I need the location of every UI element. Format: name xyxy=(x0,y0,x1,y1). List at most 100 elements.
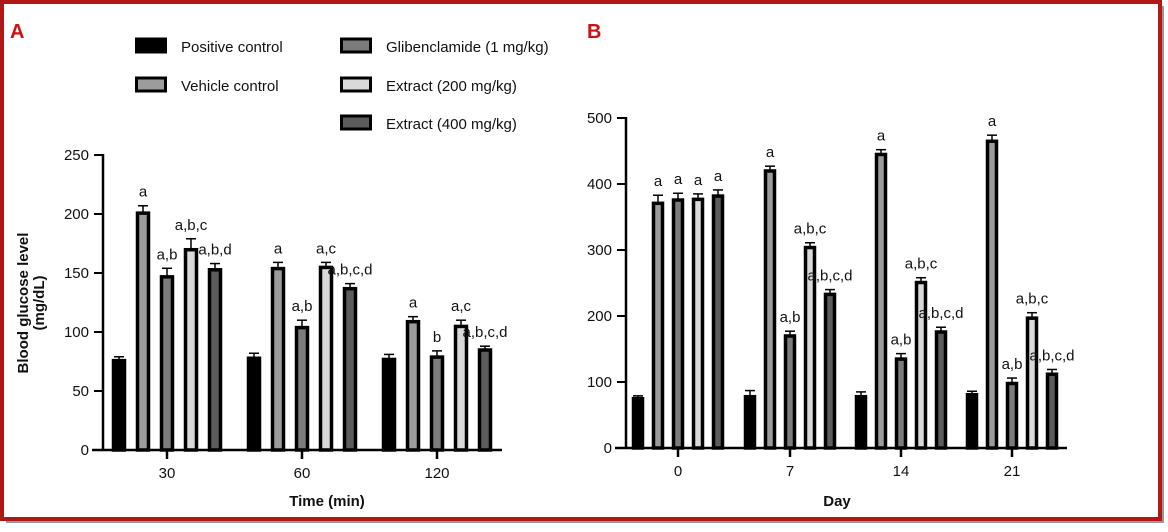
significance-label: a xyxy=(714,168,723,185)
x-tick-label: 120 xyxy=(424,465,449,482)
significance-label: a,b xyxy=(780,309,801,326)
y-tick-label: 100 xyxy=(64,324,89,341)
y-tick-label: 250 xyxy=(64,147,89,164)
significance-label: a xyxy=(988,113,997,130)
x-tick-label: 60 xyxy=(294,465,311,482)
bar xyxy=(1005,381,1019,450)
significance-label: a xyxy=(274,240,283,257)
bar xyxy=(965,392,979,450)
significance-label: a xyxy=(674,171,683,188)
significance-label: a,b,c,d xyxy=(327,262,372,279)
bar xyxy=(159,275,175,452)
x-axis-title: Time (min) xyxy=(289,493,365,510)
significance-label: a,b,c xyxy=(1016,291,1049,308)
x-tick-label: 0 xyxy=(674,463,682,480)
legend-label: Extract (400 mg/kg) xyxy=(386,116,517,133)
y-tick-label: 150 xyxy=(64,265,89,282)
bar xyxy=(135,211,151,452)
legend-label: Vehicle control xyxy=(181,78,279,95)
y-tick-label: 500 xyxy=(587,110,612,127)
bar xyxy=(803,245,817,450)
significance-label: a,b xyxy=(1002,356,1023,373)
significance-label: a xyxy=(766,144,775,161)
legend-swatch xyxy=(135,76,167,93)
bar xyxy=(874,152,888,450)
bar xyxy=(651,201,665,450)
significance-label: a,b xyxy=(891,332,912,349)
y-tick-label: 0 xyxy=(81,442,89,459)
bar xyxy=(763,169,777,450)
bar xyxy=(985,139,999,450)
significance-label: a,b,c,d xyxy=(1029,347,1074,364)
bar xyxy=(453,324,469,452)
y-tick-label: 300 xyxy=(587,242,612,259)
y-tick-label: 100 xyxy=(587,374,612,391)
legend-label: Extract (200 mg/kg) xyxy=(386,78,517,95)
bar xyxy=(823,292,837,450)
significance-label: a,b,c xyxy=(905,256,938,273)
significance-label: a,b,c,d xyxy=(807,268,852,285)
bar xyxy=(1025,316,1039,450)
bar xyxy=(711,194,725,450)
x-tick-label: 21 xyxy=(1004,463,1021,480)
x-tick-label: 30 xyxy=(159,465,176,482)
bar xyxy=(1045,372,1059,450)
panel-label-b: B xyxy=(587,21,601,43)
x-axis-title: Day xyxy=(823,493,851,510)
bar xyxy=(207,268,223,452)
bar xyxy=(914,280,928,450)
x-tick-label: 7 xyxy=(786,463,794,480)
bar xyxy=(246,356,262,452)
significance-label: a xyxy=(409,295,418,312)
bar xyxy=(894,357,908,450)
y-tick-label: 50 xyxy=(72,383,89,400)
legend-swatch xyxy=(135,37,167,54)
y-axis-title: Blood glucose level xyxy=(15,233,32,374)
panel-label-a: A xyxy=(10,21,24,43)
significance-label: a,c xyxy=(451,298,472,315)
significance-label: a xyxy=(877,128,886,145)
bar xyxy=(429,355,445,452)
significance-label: a,b,c,d xyxy=(918,305,963,322)
significance-label: a,b,c xyxy=(175,217,208,234)
bar xyxy=(294,325,310,452)
bar xyxy=(342,286,358,452)
significance-label: a xyxy=(654,173,663,190)
bar xyxy=(381,357,397,452)
bar xyxy=(783,334,797,450)
bar xyxy=(318,265,334,452)
significance-label: a,c xyxy=(316,240,337,257)
legend: Positive control Vehicle control Glibencla… xyxy=(135,37,549,133)
legend-label: Positive control xyxy=(181,39,283,56)
bar xyxy=(934,330,948,450)
legend-label: Glibenclamide (1 mg/kg) xyxy=(386,39,549,56)
significance-label: a,b,c xyxy=(794,221,827,238)
legend-swatch xyxy=(340,37,372,54)
bar xyxy=(111,358,127,452)
bar xyxy=(743,394,757,450)
significance-label: a xyxy=(694,172,703,189)
legend-swatch xyxy=(340,114,372,131)
significance-label: a,b xyxy=(157,246,178,263)
bar xyxy=(405,319,421,452)
bar xyxy=(854,394,868,450)
panel-a-chart: 0 50 100 150 200 250 30 60 120 Time (min) Blood gl… xyxy=(15,147,508,510)
bar xyxy=(691,197,705,450)
significance-label: b xyxy=(433,329,441,346)
bar xyxy=(631,396,645,450)
significance-label: a,b xyxy=(292,298,313,315)
y-tick-label: 0 xyxy=(604,440,612,457)
y-tick-label: 200 xyxy=(587,308,612,325)
significance-label: a xyxy=(139,184,148,201)
significance-label: a,b,c,d xyxy=(462,324,507,341)
y-tick-label: 400 xyxy=(587,176,612,193)
y-axis-title: (mg/dL) xyxy=(31,276,48,331)
bar xyxy=(183,247,199,452)
significance-label: a,b,d xyxy=(198,242,231,259)
bar xyxy=(477,348,493,452)
legend-swatch xyxy=(340,76,372,93)
bar xyxy=(671,198,685,450)
bar xyxy=(270,266,286,452)
